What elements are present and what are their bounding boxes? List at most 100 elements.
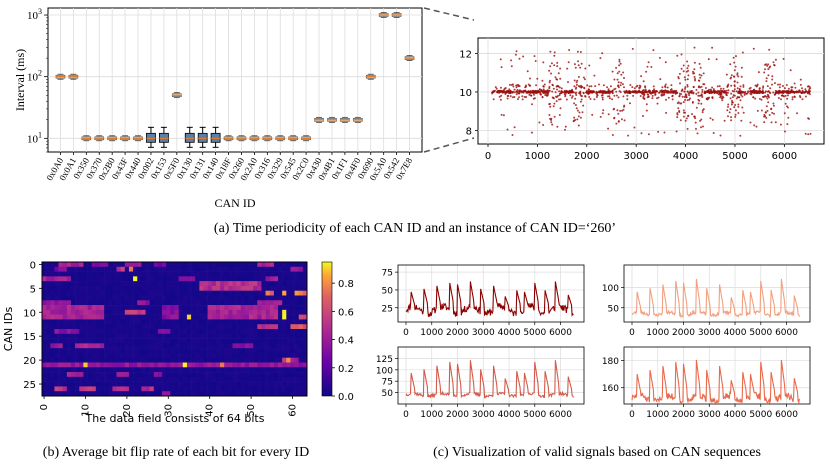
heatmap-cell [120, 376, 126, 382]
heatmap-cell [137, 266, 142, 272]
scatter-point [798, 89, 801, 92]
heatmap-cell [124, 309, 130, 315]
heatmap-cell [116, 324, 121, 330]
heatmap-cell [170, 295, 175, 301]
scatter-point [700, 118, 703, 121]
heatmap-cell [83, 338, 88, 344]
heatmap-cell [108, 324, 113, 330]
heatmap-cell [265, 281, 271, 287]
heatmap-cell [286, 352, 291, 359]
scatter-point [688, 94, 691, 97]
scatter-point [731, 99, 733, 102]
heatmap-cell [265, 386, 271, 392]
scatter-point [647, 133, 650, 136]
heatmap-cell [236, 266, 242, 272]
scatter-point [702, 125, 704, 128]
scatter-point [730, 92, 733, 95]
scatter-point [742, 85, 745, 88]
heatmap-cell [133, 343, 138, 349]
heatmap-cell [145, 386, 150, 392]
x-tick-label: 2000 [446, 410, 469, 420]
heatmap-cell [273, 262, 279, 268]
scatter-point [523, 89, 526, 92]
heatmap-cell [137, 362, 142, 368]
heatmap-cell [236, 295, 242, 301]
heatmap-cell [54, 352, 59, 359]
scatter-point [726, 109, 729, 112]
heatmap-cell [265, 376, 271, 382]
heatmap-cell [58, 362, 63, 368]
heatmap-cell [137, 343, 142, 349]
heatmap-cell [182, 386, 188, 392]
heatmap-cell [149, 309, 155, 315]
heatmap-cell [79, 343, 84, 349]
heatmap-cell [273, 343, 279, 349]
heatmap-cell [178, 285, 184, 292]
heatmap-cell [95, 367, 101, 373]
scatter-point [791, 98, 794, 101]
heatmap-cell [145, 276, 150, 282]
heatmap-cell [54, 262, 59, 268]
heatmap-cell [191, 266, 196, 272]
heatmap-cell [232, 362, 237, 368]
heatmap-cell [120, 314, 126, 320]
x-tick-label: 3000 [698, 410, 721, 420]
heatmap-cell [228, 276, 233, 282]
scatter-point [730, 74, 733, 77]
scatter-point [710, 92, 713, 94]
scatter-point [726, 91, 729, 94]
heatmap-cell [153, 362, 159, 368]
heatmap-cell [286, 338, 291, 344]
scatter-point [525, 91, 528, 93]
heatmap-cell [70, 362, 76, 368]
heatmap-cell [108, 367, 113, 373]
heatmap-cell [108, 329, 113, 335]
heatmap-cell [62, 333, 68, 339]
heatmap-cell [240, 333, 246, 339]
scatter-point [682, 70, 685, 73]
heatmap-cell [66, 271, 72, 277]
heatmap-cell [244, 314, 250, 320]
heatmap-cell [104, 276, 109, 282]
heatmap-cell [195, 281, 200, 287]
heatmap-cell [95, 357, 101, 363]
scatter-point [740, 119, 743, 122]
heatmap-cell [141, 285, 146, 292]
heatmap-cell [174, 266, 179, 272]
heatmap-cell [46, 314, 51, 320]
heatmap-cell [215, 367, 221, 373]
heatmap-cell [128, 305, 134, 311]
scatter-point [676, 112, 679, 115]
scatter-point [701, 96, 704, 98]
heatmap-cell [257, 338, 262, 344]
heatmap-cell [75, 333, 80, 339]
heatmap-cell [244, 352, 250, 359]
heatmap-cell [50, 271, 55, 277]
heatmap-cell [211, 338, 217, 344]
heatmap-cell [58, 271, 63, 277]
scatter-point [603, 91, 606, 94]
heatmap-cell [157, 343, 163, 349]
scatter-point [766, 93, 769, 96]
heatmap-cell [166, 333, 171, 339]
heatmap-cell [199, 352, 204, 359]
heatmap-cell [257, 362, 262, 368]
heatmap-cell [91, 262, 97, 268]
heatmap-cell [282, 266, 287, 272]
heatmap-cell [70, 367, 76, 373]
scatter-point [638, 84, 641, 87]
scatter-point [677, 107, 680, 110]
scatter-point [764, 115, 767, 118]
scatter-point [548, 69, 551, 72]
heatmap-cell [166, 343, 171, 349]
heatmap-cell [128, 376, 134, 382]
heatmap-cell [75, 376, 80, 382]
heatmap-cell [191, 314, 196, 320]
heatmap-cell [116, 367, 121, 373]
heatmap-cell [286, 319, 291, 325]
heatmap-cell [199, 362, 204, 368]
heatmap-cell [257, 348, 262, 354]
heatmap-cell [166, 305, 171, 311]
heatmap-cell [120, 391, 126, 397]
heatmap-cell [95, 285, 101, 292]
